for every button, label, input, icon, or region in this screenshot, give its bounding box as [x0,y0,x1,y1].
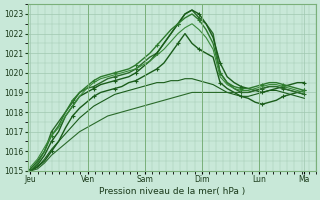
X-axis label: Pression niveau de la mer( hPa ): Pression niveau de la mer( hPa ) [99,187,245,196]
